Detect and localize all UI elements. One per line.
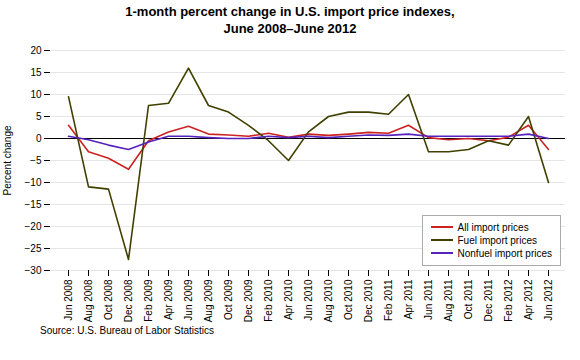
svg-text:10: 10 [30, 88, 42, 99]
svg-text:Dec 2011: Dec 2011 [483, 279, 494, 322]
svg-text:Oct 2011: Oct 2011 [463, 279, 474, 319]
svg-text:Dec 2008: Dec 2008 [123, 279, 134, 322]
svg-text:Jun 2009: Jun 2009 [183, 279, 194, 321]
svg-text:Aug 2010: Aug 2010 [323, 279, 334, 322]
svg-text:Oct 2010: Oct 2010 [343, 279, 354, 320]
html-text:All import prices: All import prices [457, 221, 529, 233]
svg-text:Apr 2010: Apr 2010 [283, 279, 294, 320]
svg-text:5: 5 [36, 110, 42, 121]
svg-text:Aug 2008: Aug 2008 [83, 279, 94, 322]
svg-text:Jun 2008: Jun 2008 [63, 279, 74, 321]
svg-text:15: 15 [30, 66, 42, 77]
svg-text:20: 20 [30, 44, 42, 55]
svg-text:Jun 2011: Jun 2011 [423, 279, 434, 320]
svg-text:0: 0 [36, 132, 42, 143]
svg-text:−15: −15 [25, 198, 42, 209]
svg-text:Oct 2008: Oct 2008 [103, 279, 114, 320]
svg-text:−5: −5 [30, 154, 42, 165]
html-text:Fuel import prices: Fuel import prices [457, 234, 537, 246]
svg-text:−20: −20 [25, 220, 42, 231]
html-text:Nonfuel import prices: Nonfuel import prices [457, 247, 552, 259]
svg-text:−10: −10 [25, 176, 42, 187]
svg-text:Apr 2009: Apr 2009 [163, 279, 174, 320]
svg-text:Apr 2012: Apr 2012 [523, 279, 534, 320]
svg-text:Feb 2009: Feb 2009 [143, 279, 154, 322]
svg-text:Jun 2012: Jun 2012 [543, 279, 554, 321]
svg-text:Apr 2011: Apr 2011 [403, 279, 414, 319]
svg-text:Feb 2010: Feb 2010 [263, 279, 274, 322]
svg-text:−25: −25 [25, 242, 42, 253]
svg-text:−30: −30 [25, 264, 42, 275]
svg-text:Oct 2009: Oct 2009 [223, 279, 234, 320]
svg-text:Dec 2009: Dec 2009 [243, 279, 254, 322]
html-text:1-month percent change in U.S.: 1-month percent change in U.S. import pr… [125, 4, 455, 36]
html-text:Source: U.S. Bureau of Labor S: Source: U.S. Bureau of Labor Statistics [40, 324, 214, 336]
svg-text:Feb 2012: Feb 2012 [503, 279, 514, 322]
svg-text:Aug 2011: Aug 2011 [443, 279, 454, 322]
svg-text:Dec 2010: Dec 2010 [363, 279, 374, 322]
svg-text:Jun 2010: Jun 2010 [303, 279, 314, 321]
svg-text:Aug 2009: Aug 2009 [203, 279, 214, 322]
svg-text:Feb 2011: Feb 2011 [383, 279, 394, 321]
svg-text:Percent change: Percent change [2, 125, 13, 195]
